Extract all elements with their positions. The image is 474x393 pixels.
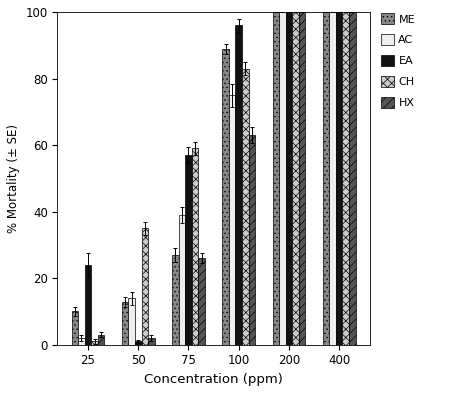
Bar <box>192 149 198 345</box>
Legend: ME, AC, EA, CH, HX: ME, AC, EA, CH, HX <box>378 11 417 110</box>
Bar <box>98 335 104 345</box>
Bar <box>179 215 185 345</box>
Bar <box>242 68 248 345</box>
Bar <box>198 258 205 345</box>
Bar <box>229 95 236 345</box>
X-axis label: Concentration (ppm): Concentration (ppm) <box>144 373 283 386</box>
Bar <box>142 228 148 345</box>
Bar <box>286 12 292 345</box>
Bar <box>273 12 279 345</box>
Bar <box>128 298 135 345</box>
Bar <box>172 255 179 345</box>
Bar <box>292 12 299 345</box>
Bar <box>185 155 192 345</box>
Bar <box>342 12 349 345</box>
Bar <box>222 49 229 345</box>
Bar <box>323 12 329 345</box>
Bar <box>299 12 305 345</box>
Bar <box>349 12 356 345</box>
Bar <box>91 342 98 345</box>
Bar <box>329 12 336 345</box>
Bar <box>148 338 155 345</box>
Bar <box>336 12 342 345</box>
Bar <box>236 25 242 345</box>
Bar <box>122 301 128 345</box>
Bar <box>85 265 91 345</box>
Bar <box>135 342 142 345</box>
Bar <box>72 312 78 345</box>
Bar <box>279 12 286 345</box>
Bar <box>78 338 85 345</box>
Y-axis label: % Mortality (± SE): % Mortality (± SE) <box>7 124 20 233</box>
Bar <box>248 135 255 345</box>
